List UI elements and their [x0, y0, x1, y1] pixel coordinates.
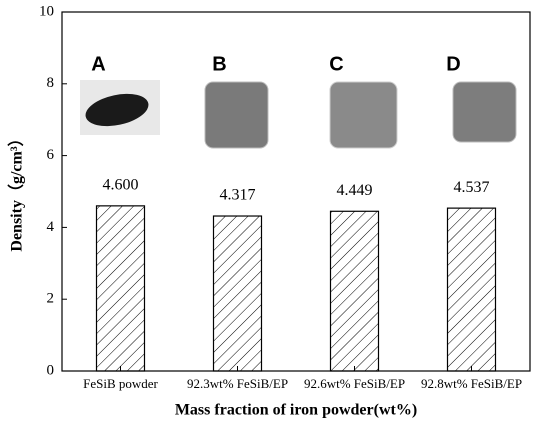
x-tick-label: 92.8wt% FeSiB/EP	[421, 376, 522, 391]
sample-photos	[80, 80, 517, 149]
y-tick-label: 10	[39, 3, 54, 19]
panel-label: A	[91, 53, 105, 75]
y-tick-label: 4	[47, 219, 55, 235]
bar	[212, 215, 263, 372]
y-tick-label: 2	[47, 291, 55, 307]
y-tick-label: 0	[47, 362, 55, 378]
bar	[329, 210, 380, 372]
x-tick-label: FeSiB powder	[83, 376, 158, 391]
value-label: 4.537	[454, 179, 490, 196]
x-tick-label: 92.3wt% FeSiB/EP	[187, 376, 288, 391]
value-label: 4.317	[220, 187, 256, 204]
y-tick-label: 8	[47, 75, 55, 91]
value-label: 4.449	[337, 182, 373, 199]
plot-frame	[61, 11, 531, 372]
bar	[95, 205, 146, 372]
panel-label: C	[329, 53, 343, 75]
x-axis-label: Mass fraction of iron powder(wt%)	[175, 402, 417, 419]
value-label: 4.600	[103, 177, 139, 194]
panel-label: D	[446, 53, 460, 75]
y-tick-label: 6	[47, 147, 55, 163]
bar	[446, 207, 497, 372]
x-tick-label: 92.6wt% FeSiB/EP	[304, 376, 405, 391]
panel-label: B	[212, 53, 226, 75]
y-axis-label: Density（g/cm³）	[8, 130, 26, 251]
